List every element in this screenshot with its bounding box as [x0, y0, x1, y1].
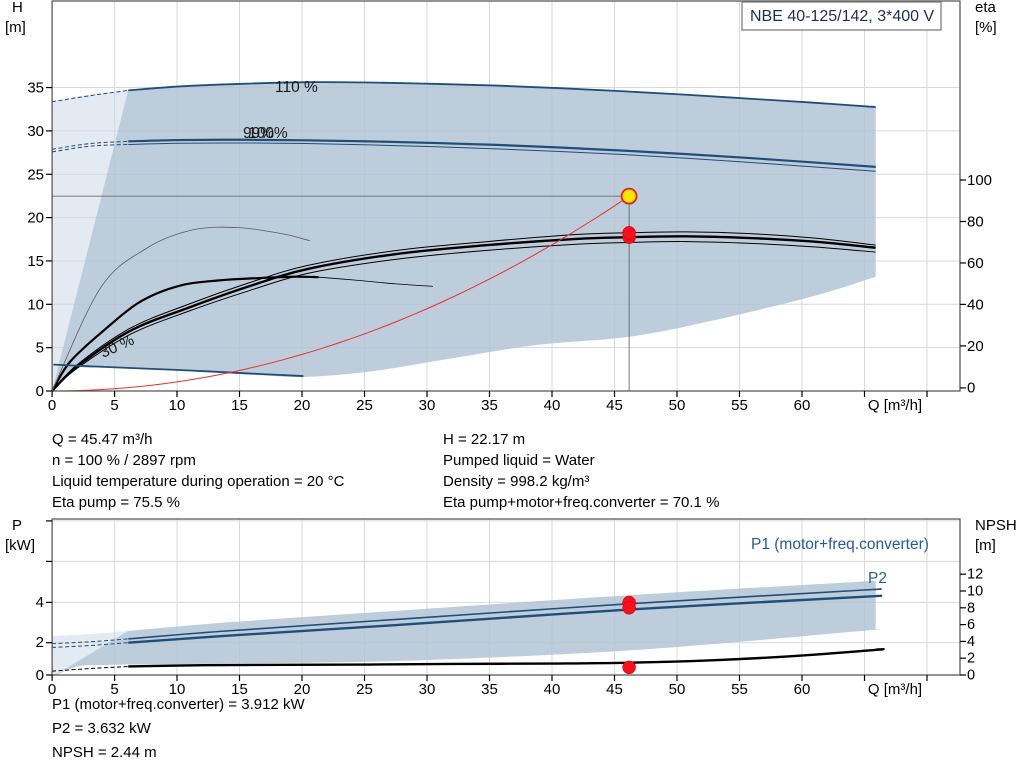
svg-text:55: 55	[731, 397, 748, 414]
svg-text:100: 100	[967, 172, 992, 189]
svg-text:45: 45	[606, 681, 623, 698]
svg-text:n = 100 % / 2897 rpm: n = 100 % / 2897 rpm	[52, 452, 196, 469]
svg-text:30: 30	[419, 681, 436, 698]
svg-text:eta: eta	[975, 0, 997, 16]
svg-text:[m]: [m]	[975, 537, 996, 554]
svg-text:30: 30	[27, 123, 44, 140]
svg-text:55: 55	[731, 681, 748, 698]
svg-text:Q [m³/h]: Q [m³/h]	[868, 681, 922, 698]
svg-text:6: 6	[967, 617, 975, 633]
svg-text:60: 60	[794, 397, 811, 414]
svg-text:99%: 99%	[243, 125, 274, 142]
svg-text:5: 5	[110, 397, 118, 414]
svg-text:10: 10	[27, 296, 44, 313]
svg-text:15: 15	[231, 397, 248, 414]
svg-text:8: 8	[967, 600, 975, 616]
svg-text:25: 25	[356, 397, 373, 414]
svg-text:25: 25	[356, 681, 373, 698]
svg-text:35: 35	[27, 80, 44, 97]
svg-text:Q = 45.47 m³/h: Q = 45.47 m³/h	[52, 431, 152, 448]
svg-text:0: 0	[36, 667, 44, 684]
svg-text:0: 0	[36, 383, 44, 400]
svg-text:12: 12	[967, 567, 983, 583]
svg-text:P2: P2	[868, 570, 887, 587]
svg-text:60: 60	[794, 681, 811, 698]
svg-text:H: H	[12, 0, 23, 16]
svg-text:4: 4	[36, 594, 44, 611]
svg-text:P: P	[12, 517, 22, 534]
svg-text:2: 2	[967, 651, 975, 667]
svg-text:Q [m³/h]: Q [m³/h]	[868, 397, 922, 414]
svg-text:[m]: [m]	[5, 19, 26, 36]
svg-text:Density = 998.2 kg/m³: Density = 998.2 kg/m³	[443, 473, 589, 490]
svg-text:5: 5	[36, 340, 44, 357]
svg-text:35: 35	[481, 397, 498, 414]
svg-text:25: 25	[27, 166, 44, 183]
svg-text:80: 80	[967, 214, 984, 231]
svg-text:NPSH = 2.44 m: NPSH = 2.44 m	[52, 744, 157, 761]
svg-text:Eta pump = 75.5 %: Eta pump = 75.5 %	[52, 494, 180, 511]
svg-text:20: 20	[27, 210, 44, 227]
svg-text:40: 40	[544, 397, 561, 414]
svg-text:10: 10	[169, 397, 186, 414]
svg-text:40: 40	[967, 296, 984, 313]
svg-text:35: 35	[481, 681, 498, 698]
svg-text:0: 0	[967, 379, 975, 396]
svg-text:P1 (motor+freq.converter) = 3.: P1 (motor+freq.converter) = 3.912 kW	[52, 696, 305, 713]
svg-text:20: 20	[967, 338, 984, 355]
svg-text:[kW]: [kW]	[5, 537, 35, 554]
svg-text:0: 0	[48, 397, 56, 414]
svg-text:P1 (motor+freq.converter): P1 (motor+freq.converter)	[751, 536, 929, 553]
svg-text:4: 4	[967, 634, 975, 650]
svg-text:15: 15	[27, 253, 44, 270]
svg-text:0: 0	[967, 668, 975, 684]
svg-text:10: 10	[967, 584, 983, 600]
svg-text:H = 22.17 m: H = 22.17 m	[443, 431, 525, 448]
svg-text:20: 20	[294, 397, 311, 414]
svg-text:P2 = 3.632 kW: P2 = 3.632 kW	[52, 720, 152, 737]
svg-text:30: 30	[419, 397, 436, 414]
svg-text:[%]: [%]	[975, 19, 997, 36]
svg-text:Pumped liquid = Water: Pumped liquid = Water	[443, 452, 595, 469]
svg-text:2: 2	[36, 634, 44, 651]
svg-text:110 %: 110 %	[275, 79, 318, 96]
svg-text:NBE 40-125/142, 3*400 V: NBE 40-125/142, 3*400 V	[750, 8, 934, 25]
svg-text:Eta pump+motor+freq.converter: Eta pump+motor+freq.converter = 70.1 %	[443, 494, 719, 511]
svg-text:NPSH: NPSH	[975, 517, 1017, 534]
svg-text:40: 40	[544, 681, 561, 698]
svg-text:50: 50	[669, 681, 686, 698]
svg-text:45: 45	[606, 397, 623, 414]
svg-text:50: 50	[669, 397, 686, 414]
svg-text:Liquid temperature during oper: Liquid temperature during operation = 20…	[52, 473, 345, 490]
svg-text:60: 60	[967, 255, 984, 272]
